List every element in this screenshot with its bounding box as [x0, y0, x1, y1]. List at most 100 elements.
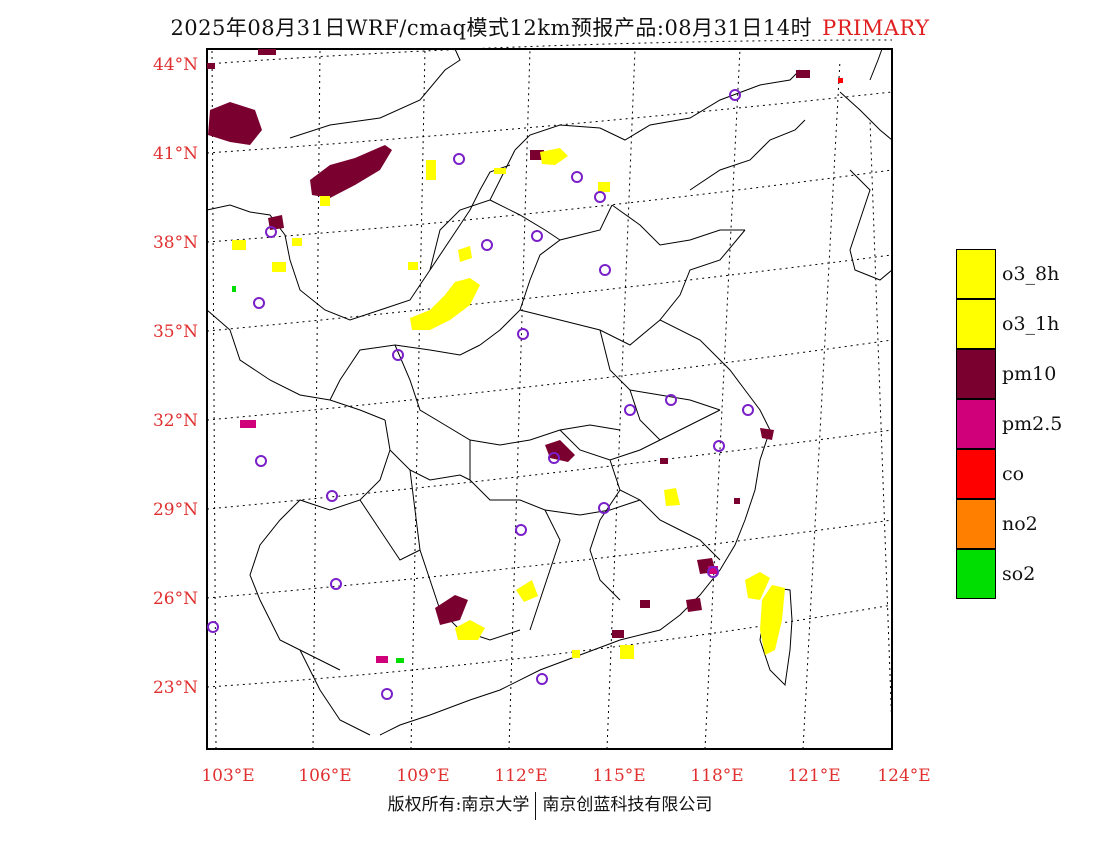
o3-patch	[272, 262, 286, 272]
station-marker	[255, 455, 267, 467]
station-marker	[624, 404, 636, 416]
ne-coast	[869, 48, 883, 81]
o3-patch	[598, 182, 610, 192]
legend-label: pm10	[1002, 363, 1057, 385]
pm10-patch	[530, 150, 544, 160]
pm10-patch	[686, 598, 702, 612]
so2-patch	[396, 658, 404, 663]
o3-patch	[410, 278, 480, 330]
pm25-patch	[240, 420, 256, 428]
station-marker	[253, 297, 265, 309]
graticule	[206, 39, 893, 750]
lon-label-103: 103°E	[201, 766, 255, 786]
lat-label-41: 41°N	[152, 144, 198, 164]
station-marker	[392, 349, 404, 361]
legend-label: co	[1002, 463, 1025, 485]
station-marker	[665, 394, 677, 406]
pollution-layer	[207, 49, 843, 663]
pm10-patch	[258, 49, 276, 55]
o3-patch	[232, 240, 246, 250]
lat-label-38: 38°N	[152, 233, 198, 253]
legend-label: so2	[1002, 563, 1036, 585]
station-layer	[207, 89, 754, 700]
title-text: 2025年08月31日WRF/cmaq模式12km预报产品:08月31日14时	[170, 16, 813, 40]
province-boundaries	[206, 48, 806, 736]
pm10-patch	[435, 595, 468, 625]
o3-patch	[745, 572, 770, 600]
o3-patch	[408, 262, 418, 270]
lat-label-23: 23°N	[152, 678, 198, 698]
lon-label-106: 106°E	[298, 766, 352, 786]
pm10-patch	[660, 458, 668, 464]
korea-outline	[839, 91, 893, 281]
lon-label-121: 121°E	[787, 766, 841, 786]
legend-swatch	[956, 249, 996, 299]
copyright-footer: 版权所有:南京大学 南京创蓝科技有限公司	[0, 790, 1100, 820]
station-marker	[207, 621, 219, 633]
pm10-patch	[310, 145, 392, 198]
o3-patch	[540, 148, 568, 165]
pm25-patch	[376, 656, 388, 663]
map-title: 2025年08月31日WRF/cmaq模式12km预报产品:08月31日14时 P…	[0, 12, 1100, 42]
o3-patch	[664, 488, 680, 506]
lat-label-44: 44°N	[152, 55, 198, 75]
so2-patch	[232, 286, 236, 292]
station-marker	[531, 230, 543, 242]
legend-label: o3_8h	[1002, 263, 1060, 285]
o3-patch	[620, 645, 634, 659]
pm10-patch	[208, 102, 262, 145]
legend-swatch	[956, 449, 996, 499]
legend-swatch	[956, 499, 996, 549]
pm10-patch	[796, 70, 810, 78]
o3-patch	[292, 238, 302, 246]
station-marker	[536, 673, 548, 685]
legend-label: o3_1h	[1002, 313, 1060, 335]
station-marker	[729, 89, 741, 101]
pm25-patch	[708, 566, 718, 574]
station-marker	[707, 566, 719, 578]
pm10-patch	[734, 498, 740, 504]
station-marker	[598, 502, 610, 514]
station-marker	[571, 171, 583, 183]
lat-label-32: 32°N	[152, 411, 198, 431]
primary-tag: PRIMARY	[822, 16, 930, 40]
station-marker	[742, 404, 754, 416]
station-marker	[515, 524, 527, 536]
legend-label: no2	[1002, 513, 1038, 535]
o3-patch	[426, 160, 436, 180]
o3-patch	[455, 620, 485, 640]
o3-patch	[760, 585, 785, 655]
legend-swatch	[956, 299, 996, 349]
pm10-patch	[207, 63, 215, 69]
copyright-left: 版权所有:南京大学	[387, 795, 530, 815]
station-marker	[548, 452, 560, 464]
pm10-patch	[760, 428, 774, 440]
lat-label-26: 26°N	[152, 589, 198, 609]
o3-patch	[494, 168, 506, 174]
pm10-patch	[640, 600, 650, 608]
lon-label-112: 112°E	[494, 766, 548, 786]
co-patch	[838, 78, 843, 83]
station-marker	[599, 264, 611, 276]
legend-swatch	[956, 549, 996, 599]
legend-swatch	[956, 399, 996, 449]
lon-label-118: 118°E	[690, 766, 744, 786]
pm10-patch	[612, 630, 624, 638]
station-marker	[481, 239, 493, 251]
o3-patch	[320, 196, 330, 206]
station-marker	[713, 440, 725, 452]
station-marker	[265, 226, 277, 238]
o3-patch	[458, 246, 472, 262]
copyright-right: 南京创蓝科技有限公司	[542, 795, 713, 815]
legend-swatch	[956, 349, 996, 399]
o3-patch	[516, 580, 538, 602]
pm10-patch	[545, 440, 575, 462]
station-marker	[594, 191, 606, 203]
station-marker	[453, 153, 465, 165]
station-marker	[330, 578, 342, 590]
station-marker	[517, 328, 529, 340]
station-marker	[326, 490, 338, 502]
lon-label-124: 124°E	[877, 766, 931, 786]
lon-label-109: 109°E	[396, 766, 450, 786]
